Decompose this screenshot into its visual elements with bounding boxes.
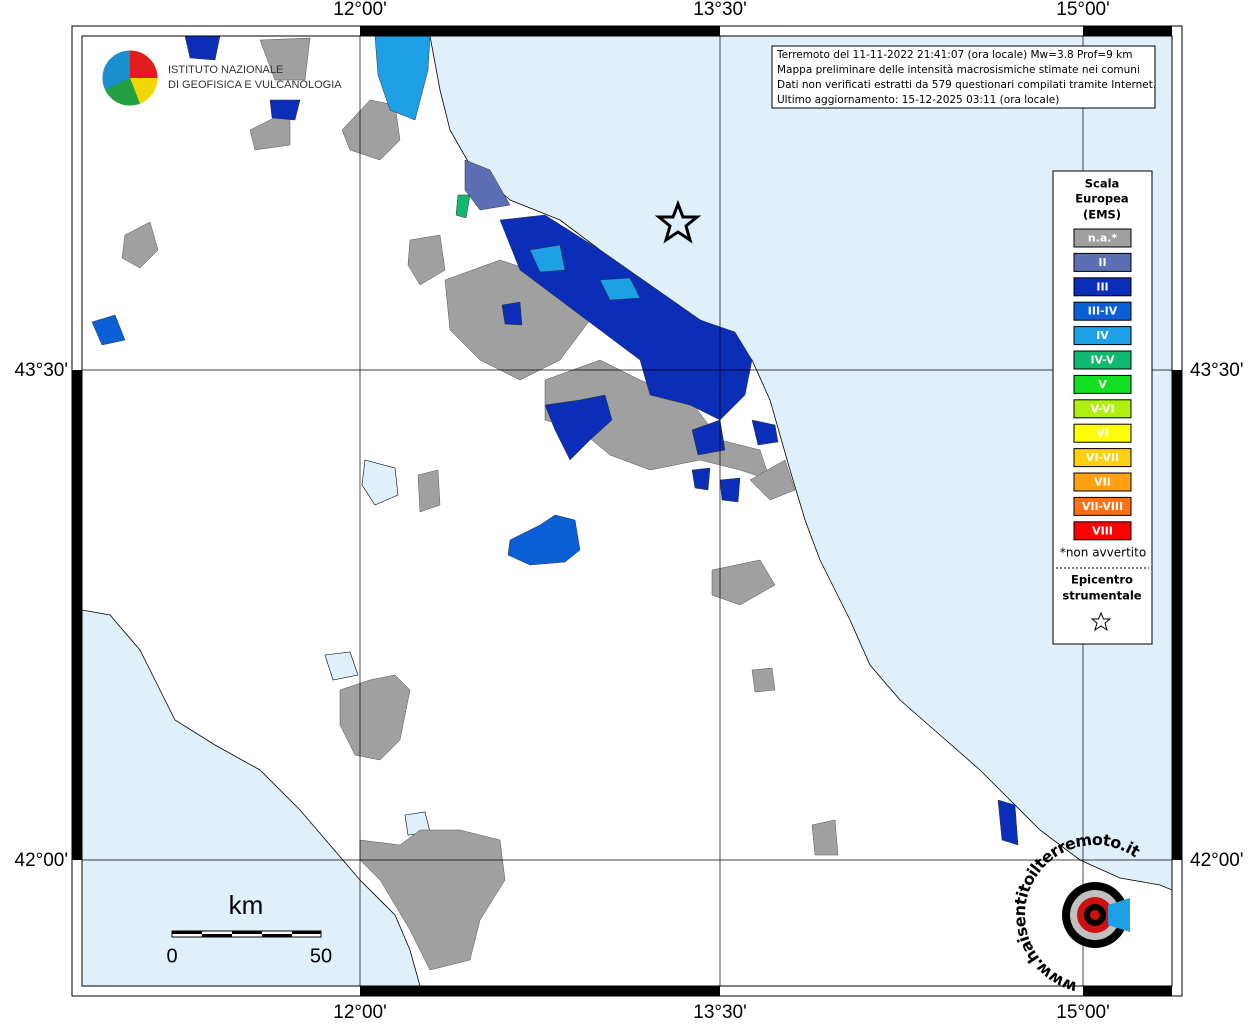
logo-text: ISTITUTO NAZIONALE	[168, 64, 283, 76]
legend-swatch	[1073, 423, 1132, 443]
legend-label: VII	[1094, 476, 1111, 489]
sea	[82, 609, 421, 986]
lon-label: 15°00'	[1056, 0, 1110, 20]
legend-swatch	[1073, 350, 1132, 370]
legend-swatch	[1073, 228, 1132, 248]
legend-epicenter: Epicentro	[1071, 573, 1133, 587]
legend-swatch	[1073, 252, 1132, 272]
sea	[429, 36, 1172, 891]
legend-label: V	[1098, 378, 1107, 391]
legend-label: n.a.*	[1088, 232, 1118, 245]
legend-label: VIII	[1092, 524, 1113, 537]
municipalities-felt	[91, 36, 1019, 846]
legend-swatch	[1073, 277, 1132, 297]
legend-note: *non avvertito	[1060, 546, 1146, 560]
legend-label: IV-V	[1090, 354, 1115, 367]
legend-label: IV	[1096, 329, 1109, 342]
legend-swatch	[1073, 374, 1132, 394]
legend-label: VI-VII	[1086, 451, 1119, 464]
legend-swatch	[1073, 448, 1132, 468]
lat-label: 43°30'	[1190, 360, 1244, 381]
legend-label: III-IV	[1088, 305, 1118, 318]
legend-label: VI	[1096, 427, 1109, 440]
legend-swatch	[1073, 472, 1132, 492]
frame	[71, 25, 1183, 997]
info-line: Dati non verificati estratti da 579 ques…	[777, 79, 1156, 91]
logo-text: DI GEOFISICA E VULCANOLOGIA	[168, 79, 342, 91]
axis-labels: 12°00' 13°30' 15°00' 12°00' 13°30' 15°00…	[15, 0, 1244, 1023]
legend-star	[1090, 611, 1112, 632]
legend-epicenter: strumentale	[1062, 589, 1141, 603]
scale-label: 0	[166, 945, 177, 967]
info-box: Terremoto del 11-11-2022 21:41:07 (ora l…	[771, 45, 1156, 109]
legend-title: Europea	[1075, 192, 1128, 206]
scale-label: 50	[310, 945, 332, 967]
lon-label: 13°30'	[693, 1002, 747, 1023]
scale-unit: km	[229, 890, 264, 920]
legend-title: Scala	[1085, 177, 1120, 191]
scale-bar: km 0 50	[166, 890, 332, 967]
lon-label: 13°30'	[693, 0, 747, 20]
legend-swatch	[1073, 326, 1132, 346]
lon-label: 12°00'	[333, 1002, 387, 1023]
lon-label: 12°00'	[333, 0, 387, 20]
epicenter-star	[654, 199, 702, 244]
legend-swatch	[1073, 521, 1132, 541]
map-area	[82, 36, 1172, 986]
lat-label: 43°30'	[15, 360, 69, 381]
ingv-logo: ISTITUTO NAZIONALE DI GEOFISICA E VULCAN…	[101, 49, 342, 107]
legend-label: VII-VIII	[1082, 500, 1123, 513]
lon-label: 15°00'	[1056, 1002, 1110, 1023]
info-line: Terremoto del 11-11-2022 21:41:07 (ora l…	[776, 49, 1132, 61]
legend-label: II	[1098, 256, 1106, 269]
legend-label: V-VI	[1090, 402, 1114, 415]
legend-label: III	[1096, 280, 1108, 293]
legend-title: (EMS)	[1083, 208, 1121, 222]
legend-swatch	[1073, 496, 1132, 516]
info-line: Mappa preliminare delle intensità macros…	[777, 64, 1140, 76]
info-line: Ultimo aggiornamento: 15-12-2025 03:11 (…	[777, 94, 1059, 106]
legend: Scala Europea (EMS) *non avvertito Epice…	[1052, 170, 1153, 645]
lat-label: 42°00'	[1190, 850, 1244, 871]
legend-swatch	[1073, 301, 1132, 321]
lat-label: 42°00'	[15, 850, 69, 871]
legend-swatch	[1073, 399, 1132, 419]
